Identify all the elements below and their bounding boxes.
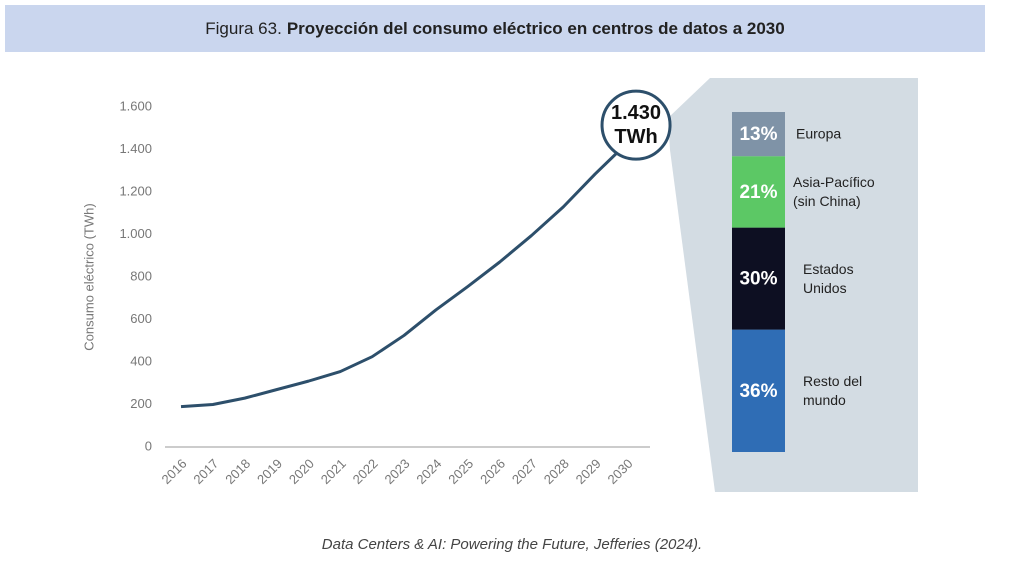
figure-number: Figura 63. xyxy=(205,18,282,38)
y-tick-label: 800 xyxy=(130,268,152,283)
value-label: 21% xyxy=(739,182,777,203)
y-tick-label: 600 xyxy=(130,311,152,326)
header: Figura 63. Proyección del consumo eléctri… xyxy=(5,5,985,52)
x-tick-label: 2030 xyxy=(605,456,636,487)
y-tick-label: 1.200 xyxy=(119,183,152,198)
y-tick-label: 1.600 xyxy=(119,98,152,113)
x-tick-label: 2023 xyxy=(382,456,413,487)
x-tick-label: 2021 xyxy=(318,456,349,487)
x-tick-label: 2016 xyxy=(158,456,189,487)
bar-segment xyxy=(732,227,785,330)
y-tick-label: 400 xyxy=(130,353,152,368)
x-tick-label: 2024 xyxy=(413,456,444,487)
detail-panel xyxy=(668,78,918,492)
y-tick-label: 200 xyxy=(130,396,152,411)
y-tick-label: 1.000 xyxy=(119,226,152,241)
value-label: 36% xyxy=(739,381,777,402)
legend-label: Estados Unidos xyxy=(803,260,854,296)
x-tick-label: 2022 xyxy=(350,456,381,487)
x-tick-label: 2025 xyxy=(445,456,476,487)
callout-circle xyxy=(600,89,672,161)
x-tick-label: 2018 xyxy=(222,456,253,487)
x-tick-label: 2017 xyxy=(190,456,221,487)
x-tick-label: 2020 xyxy=(286,456,317,487)
x-tick-label: 2026 xyxy=(477,456,508,487)
value-label: 13% xyxy=(739,124,777,145)
line xyxy=(180,142,629,409)
legend-label: Resto del mundo xyxy=(803,372,863,408)
bar-segment xyxy=(732,329,785,452)
x-tick-label: 2029 xyxy=(573,456,604,487)
bar-segment xyxy=(732,112,785,157)
value-label: 30% xyxy=(739,269,777,290)
value-label: 1.430 TWh xyxy=(611,102,662,149)
bar-segment xyxy=(732,156,785,228)
x-tick-label: 2028 xyxy=(541,456,572,487)
legend-label: Asia-Pacífico (sin China) xyxy=(793,173,875,209)
y-axis-label: Consumo eléctrico (TWh) xyxy=(81,203,96,350)
x-tick-label: 2019 xyxy=(254,456,285,487)
x-tick-label: 2027 xyxy=(509,456,540,487)
y-tick-label: 1.400 xyxy=(119,141,152,156)
legend-label: Europa xyxy=(796,125,842,142)
y-tick-label: 0 xyxy=(145,438,152,453)
figure-title: Proyección del consumo eléctrico en cent… xyxy=(286,18,785,38)
source: Data Centers & AI: Powering the Future, … xyxy=(321,536,703,553)
